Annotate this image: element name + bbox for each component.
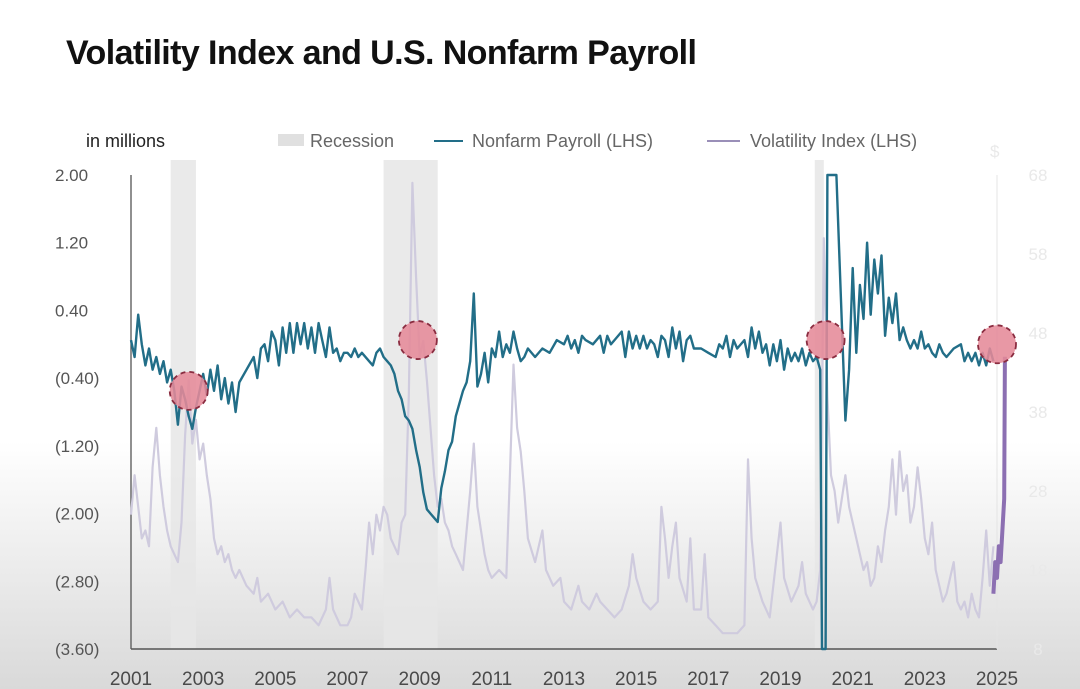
right-tick-label: 68 bbox=[1029, 166, 1048, 185]
highlight-marker bbox=[397, 320, 438, 360]
legend-swatch-recession bbox=[278, 134, 304, 146]
x-tick-label: 2013 bbox=[543, 669, 585, 689]
left-tick-label: (2.00) bbox=[55, 505, 99, 524]
x-tick-label: 2019 bbox=[759, 669, 801, 689]
left-tick-label: (1.20) bbox=[55, 437, 99, 456]
x-tick-label: 2025 bbox=[976, 669, 1018, 689]
highlight-marker bbox=[168, 370, 209, 411]
x-tick-label: 2007 bbox=[326, 669, 368, 689]
x-tick-label: 2005 bbox=[254, 669, 296, 689]
x-tick-label: 2003 bbox=[182, 669, 224, 689]
highlight-markers bbox=[168, 320, 1017, 411]
right-tick-label: 38 bbox=[1029, 403, 1048, 422]
nonfarm-payroll-line bbox=[129, 173, 995, 651]
right-tick-label: 48 bbox=[1029, 324, 1048, 343]
left-tick-label: (2.80) bbox=[55, 572, 99, 591]
legend-label-payroll: Nonfarm Payroll (LHS) bbox=[472, 131, 653, 151]
volatility-index-line bbox=[129, 181, 995, 635]
x-tick-label: 2001 bbox=[110, 669, 152, 689]
left-tick-label: (3.60) bbox=[55, 640, 99, 659]
left-tick-label: 2.00 bbox=[55, 166, 88, 185]
legend-label-volatility: Volatility Index (LHS) bbox=[750, 131, 917, 151]
left-axis-unit-label: in millions bbox=[86, 131, 165, 151]
left-tick-label: (0.40) bbox=[55, 369, 99, 388]
x-tick-label: 2017 bbox=[687, 669, 729, 689]
x-tick-label: 2009 bbox=[399, 669, 441, 689]
volatility-index-recent-line bbox=[991, 356, 1007, 594]
right-axis-unit-label: $ bbox=[990, 142, 1000, 161]
left-tick-label: 1.20 bbox=[55, 234, 88, 253]
recession-bands bbox=[170, 160, 824, 649]
legend-label-recession: Recession bbox=[310, 131, 394, 151]
series-lines bbox=[129, 173, 1007, 651]
legend: Recession Nonfarm Payroll (LHS) Volatility… bbox=[278, 131, 917, 151]
right-tick-label: 58 bbox=[1029, 245, 1048, 264]
chart-title: Volatility Index and U.S. Nonfarm Payrol… bbox=[66, 34, 697, 72]
x-tick-label: 2015 bbox=[615, 669, 657, 689]
x-axis-ticks: 2001 2003 2005 2007 2009 2011 2013 2015 2017 2019… bbox=[110, 669, 1018, 689]
x-tick-label: 2011 bbox=[471, 669, 512, 689]
left-axis-ticks: 2.00 1.20 0.40 (0.40) (1.20) (2.00) (2.80) (3.6… bbox=[55, 166, 99, 659]
x-tick-label: 2023 bbox=[904, 669, 946, 689]
right-tick-label: 28 bbox=[1029, 482, 1048, 501]
left-tick-label: 0.40 bbox=[55, 301, 88, 320]
highlight-marker bbox=[977, 324, 1017, 365]
right-tick-label: 8 bbox=[1033, 640, 1042, 659]
x-tick-label: 2021 bbox=[832, 669, 874, 689]
right-axis-ticks: 68 58 48 38 28 18 8 bbox=[1029, 166, 1048, 659]
highlight-marker bbox=[805, 320, 846, 360]
right-tick-label: 18 bbox=[1029, 561, 1048, 580]
